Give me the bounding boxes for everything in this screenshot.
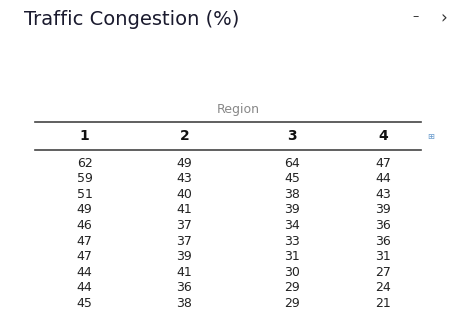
Text: 49: 49 (176, 157, 192, 169)
Text: 39: 39 (375, 203, 391, 216)
Text: 37: 37 (176, 234, 192, 248)
Text: 38: 38 (284, 188, 300, 201)
Text: 29: 29 (284, 297, 300, 310)
Text: 47: 47 (77, 234, 92, 248)
Text: 44: 44 (77, 266, 92, 279)
Text: 49: 49 (77, 203, 92, 216)
Text: 31: 31 (284, 250, 300, 263)
Text: 47: 47 (77, 250, 92, 263)
Text: 41: 41 (176, 203, 192, 216)
Text: 51: 51 (77, 188, 92, 201)
Text: 39: 39 (176, 250, 192, 263)
Text: 36: 36 (375, 234, 391, 248)
Text: 33: 33 (284, 234, 300, 248)
Text: 2: 2 (179, 129, 189, 143)
Text: 43: 43 (375, 188, 391, 201)
Text: ›: › (441, 10, 447, 27)
Text: 4: 4 (378, 129, 388, 143)
Text: 1: 1 (80, 129, 90, 143)
Text: ⊞: ⊞ (428, 132, 435, 141)
Text: 38: 38 (176, 297, 192, 310)
Text: 39: 39 (284, 203, 300, 216)
Text: 30: 30 (284, 266, 300, 279)
Text: 34: 34 (284, 219, 300, 232)
Text: –: – (412, 10, 419, 23)
Text: 41: 41 (176, 266, 192, 279)
Text: 21: 21 (375, 297, 391, 310)
Text: 37: 37 (176, 219, 192, 232)
Text: 59: 59 (77, 172, 92, 185)
Text: 64: 64 (284, 157, 300, 169)
Text: 62: 62 (77, 157, 92, 169)
Text: Traffic Congestion (%): Traffic Congestion (%) (24, 10, 239, 29)
Text: 44: 44 (77, 281, 92, 294)
Text: 3: 3 (287, 129, 297, 143)
Text: 36: 36 (176, 281, 192, 294)
Text: 31: 31 (375, 250, 391, 263)
Text: 46: 46 (77, 219, 92, 232)
Text: 45: 45 (77, 297, 92, 310)
Text: 47: 47 (375, 157, 391, 169)
Text: 24: 24 (375, 281, 391, 294)
Text: 44: 44 (375, 172, 391, 185)
Text: 36: 36 (375, 219, 391, 232)
Text: 27: 27 (375, 266, 391, 279)
Text: 40: 40 (176, 188, 192, 201)
Text: 29: 29 (284, 281, 300, 294)
Text: 43: 43 (176, 172, 192, 185)
Text: Region: Region (217, 103, 260, 116)
Text: 45: 45 (284, 172, 300, 185)
